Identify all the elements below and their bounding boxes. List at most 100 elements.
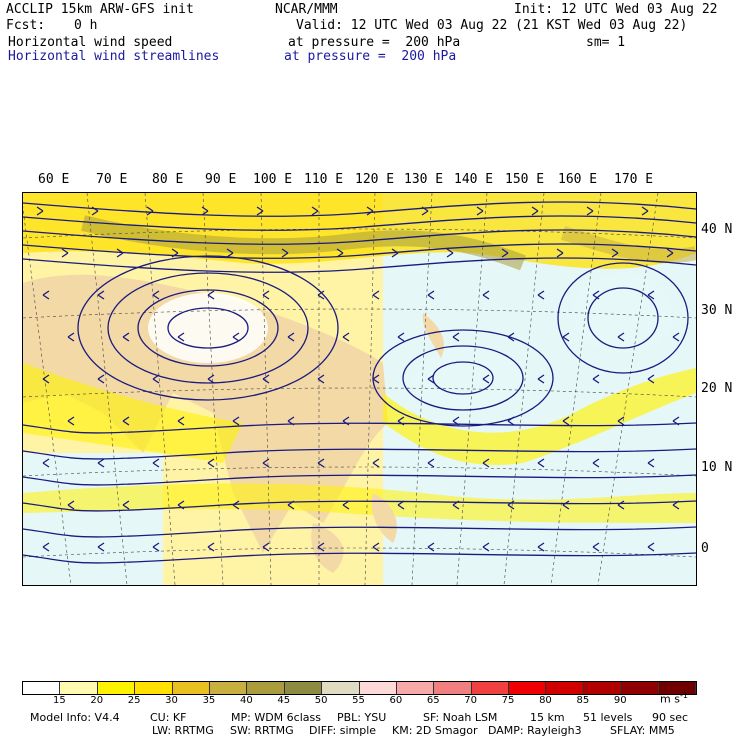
colorbar-swatch	[509, 682, 547, 694]
streamline-arrow	[116, 248, 124, 258]
streamline-arrow	[562, 500, 570, 510]
southern-band-west	[23, 363, 243, 463]
streamline-arrow	[446, 248, 454, 258]
streamline-arrow	[177, 500, 185, 510]
pacific-high-center	[573, 273, 673, 353]
footer-mp: MP: WDM 6class	[231, 711, 321, 724]
lon-label: 140 E	[454, 172, 494, 187]
footer-sflay: SFLAY: MM5	[610, 724, 675, 737]
lat-label: 10 N	[701, 460, 733, 475]
center-label: NCAR/MMM	[275, 2, 338, 17]
streamline-arrow	[427, 542, 435, 552]
streamline-arrow	[617, 332, 625, 342]
streamline-arrow	[317, 542, 325, 552]
lon-label: 60 E	[38, 172, 70, 187]
streamline-arrow	[452, 416, 460, 426]
streamline-arrow	[562, 416, 570, 426]
equatorial-band	[23, 483, 696, 523]
colorbar-swatch	[209, 682, 248, 694]
asia-landmass	[23, 274, 388, 553]
lon-label: 170 E	[614, 172, 654, 187]
streamline-arrow	[476, 206, 484, 216]
colorbar-tick-label: 80	[539, 695, 552, 706]
streamline-arrow	[537, 542, 545, 552]
streamline-arrow	[672, 332, 680, 342]
streamline-arrow	[427, 290, 435, 300]
streamline-arrow	[262, 542, 270, 552]
streamline-arrow	[207, 458, 215, 468]
footer-levels: 51 levels	[583, 711, 633, 724]
parallel-line	[23, 228, 696, 239]
colorbar-swatch	[322, 682, 360, 694]
lat-label: 20 N	[701, 381, 733, 396]
lon-label: 130 E	[404, 172, 444, 187]
parallel-line	[23, 308, 696, 319]
colorbar-tick-label: 60	[389, 695, 403, 706]
field-streamlines: Horizontal wind streamlines	[8, 49, 220, 64]
streamline-arrow	[592, 374, 600, 384]
streamline-arrow	[287, 332, 295, 342]
parallel-line	[23, 387, 696, 398]
streamline-arrow	[592, 458, 600, 468]
streamline	[372, 329, 554, 427]
footer-timestep: 90 sec	[652, 711, 689, 724]
streamline-arrow	[452, 332, 460, 342]
streamline-arrow	[36, 206, 44, 216]
lon-label: 80 E	[152, 172, 184, 187]
streamline-arrow	[507, 332, 515, 342]
smoothing-label: sm= 1	[586, 35, 626, 50]
colorbar-tick-label: 75	[501, 695, 515, 706]
streamline-arrow	[647, 290, 655, 300]
streamline-arrow	[342, 332, 350, 342]
field-wind-speed-level: at pressure = 200 hPa	[288, 35, 461, 50]
colorbar-tick-label: 70	[464, 695, 478, 706]
streamline-arrow	[152, 542, 160, 552]
streamline-arrow	[482, 542, 490, 552]
streamline-arrow	[647, 542, 655, 552]
streamline-arrow	[232, 332, 240, 342]
lon-label: 120 E	[355, 172, 395, 187]
streamline-arrow	[666, 248, 674, 258]
lon-label: 150 E	[505, 172, 545, 187]
streamline-arrow	[537, 458, 545, 468]
streamline-arrow	[397, 500, 405, 510]
field-streamlines-level: at pressure = 200 hPa	[284, 49, 457, 64]
streamline-arrow	[201, 206, 209, 216]
streamline-arrow	[232, 416, 240, 426]
streamline	[557, 262, 689, 374]
colorbar-tick-label: 90	[613, 695, 627, 706]
colorbar-tick-label: 45	[277, 695, 291, 706]
streamline-arrow	[611, 248, 619, 258]
streamline-arrow	[391, 248, 399, 258]
borneo-island	[311, 523, 344, 573]
meridian-line	[260, 193, 272, 585]
model-title: ACCLIP 15km ARW-GFS init	[6, 2, 194, 17]
wind-map	[22, 192, 697, 586]
forecast-label: Fcst:	[6, 18, 46, 33]
streamline-arrow	[256, 206, 264, 216]
footer-resolution: 15 km	[530, 711, 565, 724]
streamline-arrow	[372, 458, 380, 468]
streamline-arrow	[617, 500, 625, 510]
footer-damp: DAMP: Rayleigh3	[488, 724, 582, 737]
streamline-arrow	[42, 458, 50, 468]
footer-model-info: Model Info: V4.4	[30, 711, 120, 724]
streamline	[23, 526, 696, 538]
footer-diff: DIFF: simple	[309, 724, 377, 737]
streamline-arrow	[641, 206, 649, 216]
colorbar-swatch	[621, 682, 659, 694]
philippines-island	[371, 493, 397, 543]
streamline	[23, 229, 696, 245]
streamline-arrow	[672, 416, 680, 426]
wind-speed-fill	[23, 193, 696, 585]
streamline	[107, 272, 309, 384]
footer-sw: SW: RRTMG	[230, 724, 294, 737]
indian-ocean-area	[23, 453, 163, 585]
streamline-arrow	[482, 374, 490, 384]
streamline-arrow	[372, 290, 380, 300]
colorbar-tick-label: 55	[352, 695, 365, 706]
colorbar-swatch	[284, 682, 323, 694]
streamline-arrow	[152, 374, 160, 384]
streamline	[23, 448, 696, 460]
streamline-arrow	[207, 374, 215, 384]
